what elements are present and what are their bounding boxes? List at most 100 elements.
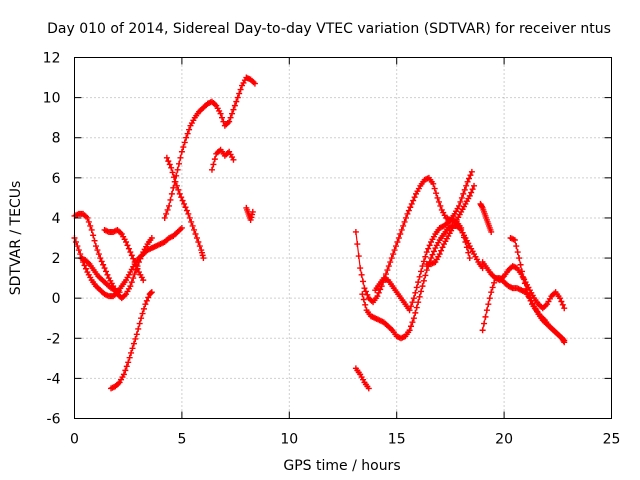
data-point [126, 354, 133, 361]
data-point [489, 284, 496, 291]
x-tick-label: 0 [70, 432, 79, 448]
data-point [139, 310, 146, 317]
data-point [200, 255, 207, 262]
data-point [461, 186, 468, 193]
series-arc-9 [243, 204, 256, 223]
data-point [425, 245, 432, 252]
data-point [488, 228, 495, 235]
data-point [94, 247, 101, 254]
data-point [467, 172, 474, 179]
data-point [377, 286, 384, 293]
data-point [164, 206, 171, 213]
x-tick-label: 10 [280, 432, 298, 448]
data-point [523, 285, 530, 292]
data-point [210, 161, 217, 168]
data-point [175, 186, 182, 193]
series-arc-17 [507, 235, 568, 346]
data-point [468, 189, 475, 196]
data-point [387, 259, 394, 266]
data-point [401, 218, 408, 225]
data-point [168, 190, 175, 197]
data-point [465, 249, 472, 256]
data-point [415, 299, 422, 306]
data-point [163, 210, 170, 217]
data-point [434, 194, 441, 201]
data-point [354, 241, 361, 248]
data-point [143, 297, 150, 304]
data-point [125, 359, 132, 366]
data-point [136, 320, 143, 327]
data-point [236, 90, 243, 97]
data-point [359, 291, 366, 298]
data-point [458, 224, 465, 231]
data-point [384, 267, 391, 274]
data-point [188, 218, 195, 225]
data-point [173, 182, 180, 189]
data-point [173, 172, 180, 179]
data-point [165, 158, 172, 165]
data-point [398, 226, 405, 233]
data-series [71, 74, 568, 392]
data-point [251, 80, 258, 87]
data-point [166, 161, 173, 168]
data-point [430, 180, 437, 187]
data-point [181, 139, 188, 146]
data-point [196, 243, 203, 250]
data-point [412, 289, 419, 296]
data-point [135, 325, 142, 332]
series-arc-18 [477, 200, 495, 235]
data-point [140, 277, 147, 284]
data-point [428, 255, 435, 262]
y-tick-label: 4 [52, 211, 61, 227]
data-point [521, 280, 528, 287]
data-point [362, 301, 369, 308]
data-point [169, 169, 176, 176]
y-tick-label: -6 [47, 412, 61, 428]
data-point [186, 126, 193, 133]
data-point [103, 268, 110, 275]
data-point [468, 168, 475, 175]
data-point [176, 190, 183, 197]
series-arc-3 [77, 255, 123, 296]
data-point [466, 192, 473, 199]
data-point [459, 229, 466, 236]
data-point [485, 301, 492, 308]
series-trace [355, 171, 473, 303]
data-point [234, 94, 241, 101]
data-point [408, 200, 415, 207]
series-arc-14 [352, 365, 372, 392]
data-point [178, 224, 185, 231]
data-point [471, 182, 478, 189]
series-arc-6 [163, 154, 207, 262]
data-point [404, 210, 411, 217]
data-point [176, 160, 183, 167]
data-point [231, 102, 238, 109]
data-point [124, 242, 131, 249]
data-point [394, 239, 401, 246]
data-point [463, 182, 470, 189]
data-point [229, 110, 236, 117]
data-point [84, 214, 91, 221]
data-point [211, 156, 218, 163]
data-point [408, 303, 415, 310]
data-point [130, 340, 137, 347]
data-point [520, 275, 527, 282]
data-point [431, 185, 438, 192]
data-point [524, 291, 531, 298]
x-axis-label: GPS time / hours [283, 458, 400, 474]
data-point [460, 190, 467, 197]
data-point [482, 313, 489, 320]
data-point [514, 249, 521, 256]
data-point [91, 237, 98, 244]
data-point [191, 226, 198, 233]
data-point [128, 349, 135, 356]
y-tick-label: -4 [47, 371, 61, 387]
data-point [392, 243, 399, 250]
data-point [178, 194, 185, 201]
data-point [360, 278, 367, 285]
series-arc-7 [161, 74, 258, 221]
data-point [193, 235, 200, 241]
data-point [420, 277, 427, 284]
x-tick-label: 20 [495, 432, 513, 448]
y-tick-label: 8 [52, 131, 61, 147]
